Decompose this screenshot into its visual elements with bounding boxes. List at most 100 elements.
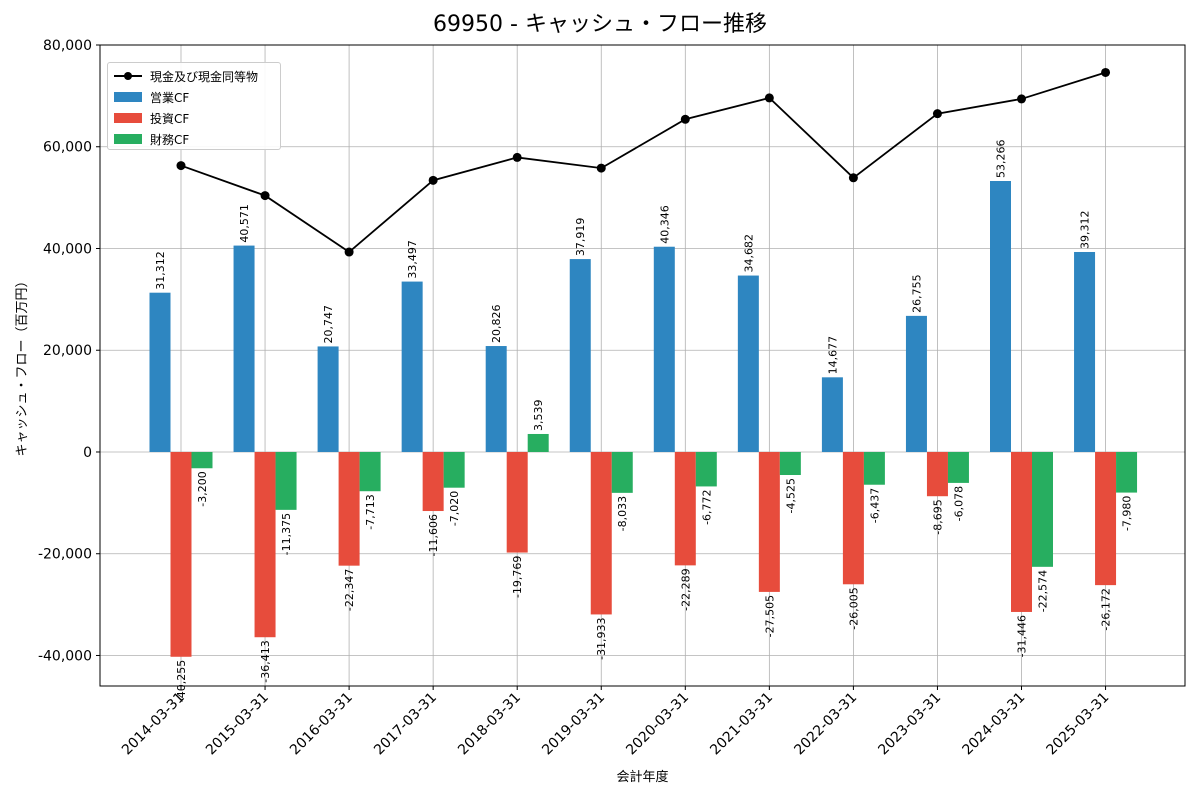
- bar-financing-11: [1116, 451, 1138, 493]
- y-axis-label: キャッシュ・フロー（百万円）: [15, 274, 30, 456]
- data-label-financing-9: -6,078: [952, 486, 965, 521]
- data-label-operating-7: 34,682: [742, 234, 755, 273]
- x-tick-label: 2025-03-31: [1044, 690, 1113, 759]
- data-label-investing-4: -19,769: [511, 556, 524, 598]
- bar-operating-1: [233, 245, 255, 452]
- data-label-operating-9: 26,755: [910, 274, 923, 313]
- data-label-financing-10: -22,574: [1037, 570, 1050, 612]
- x-axis-label: 会計年度: [616, 769, 668, 785]
- bar-investing-7: [758, 451, 780, 592]
- bar-financing-8: [863, 451, 885, 485]
- data-label-operating-0: 31,312: [154, 251, 167, 290]
- legend-label-operating: 営業CF: [150, 90, 190, 105]
- bar-financing-4: [527, 433, 549, 452]
- data-label-investing-8: -26,005: [847, 587, 860, 629]
- y-tick-label: -40,000: [38, 648, 92, 664]
- data-label-investing-6: -22,289: [679, 568, 692, 610]
- data-label-investing-11: -26,172: [1100, 588, 1113, 630]
- x-tick-label: 2021-03-31: [707, 690, 776, 759]
- cash-point-2: [344, 247, 354, 257]
- x-tick-label: 2014-03-31: [119, 690, 188, 759]
- bar-operating-5: [569, 259, 591, 452]
- legend-patch-operating: [114, 92, 142, 102]
- bar-investing-3: [422, 451, 444, 512]
- data-label-investing-9: -8,695: [931, 499, 944, 534]
- data-label-operating-11: 39,312: [1079, 210, 1092, 249]
- cash-point-4: [512, 152, 522, 162]
- cash-point-7: [764, 93, 774, 103]
- data-label-investing-3: -11,606: [427, 514, 440, 556]
- data-label-operating-3: 33,497: [406, 240, 419, 279]
- data-label-financing-5: -8,033: [616, 496, 629, 531]
- bar-financing-1: [275, 451, 297, 510]
- y-tick-label: 40,000: [43, 241, 92, 257]
- bar-financing-5: [611, 451, 633, 493]
- bar-investing-5: [590, 451, 612, 615]
- bar-investing-9: [926, 451, 948, 497]
- plot-frame: [99, 44, 1186, 687]
- data-label-financing-11: -7,980: [1121, 496, 1134, 531]
- legend-label-financing: 財務CF: [150, 132, 190, 147]
- bar-financing-10: [1032, 451, 1053, 567]
- cash-line: [180, 71, 1106, 254]
- data-label-financing-4: 3,539: [532, 399, 545, 431]
- data-label-operating-8: 14,677: [826, 336, 839, 375]
- x-tick-label: 2019-03-31: [539, 690, 608, 759]
- legend-label-cash: 現金及び現金同等物: [150, 69, 259, 84]
- bar-operating-11: [1074, 251, 1096, 452]
- bar-investing-11: [1095, 451, 1117, 586]
- data-label-financing-8: -6,437: [868, 488, 881, 523]
- data-label-operating-5: 37,919: [574, 218, 587, 257]
- data-label-investing-2: -22,347: [343, 569, 356, 611]
- legend-item-investing: 投資CF: [114, 109, 189, 127]
- cash-point-11: [1101, 67, 1111, 77]
- x-tick-label: 2023-03-31: [875, 690, 944, 759]
- data-label-operating-6: 40,346: [658, 205, 671, 244]
- y-tick-label: -20,000: [38, 547, 92, 563]
- legend-item-cash: 現金及び現金同等物: [114, 67, 258, 85]
- bar-operating-8: [821, 377, 843, 452]
- data-label-operating-1: 40,571: [238, 204, 251, 242]
- data-label-investing-1: -36,413: [259, 640, 272, 682]
- bar-investing-2: [338, 451, 360, 566]
- data-label-financing-6: -6,772: [700, 489, 713, 524]
- bar-financing-7: [779, 451, 801, 476]
- data-label-financing-0: -3,200: [196, 471, 209, 506]
- x-tick-label: 2020-03-31: [623, 690, 692, 759]
- bar-operating-0: [149, 292, 171, 452]
- legend-patch-financing: [114, 134, 142, 144]
- bar-operating-3: [401, 281, 423, 452]
- bar-operating-9: [905, 315, 927, 452]
- legend: 現金及び現金同等物 営業CF 投資CF 財務CF: [107, 62, 281, 150]
- x-tick-label: 2015-03-31: [203, 690, 272, 759]
- legend-item-operating: 営業CF: [114, 88, 189, 106]
- bar-financing-3: [443, 451, 465, 488]
- bar-operating-2: [317, 346, 339, 452]
- chart-title: 69950 - キャッシュ・フロー推移: [433, 12, 767, 37]
- bar-operating-7: [737, 275, 759, 452]
- y-tick-label: 20,000: [43, 343, 92, 359]
- legend-line-marker-icon: [114, 67, 142, 85]
- bar-investing-8: [842, 451, 864, 585]
- x-tick-label: 2017-03-31: [371, 690, 440, 759]
- y-tick-label: 0: [83, 445, 92, 461]
- cash-point-9: [932, 109, 942, 119]
- cash-point-5: [596, 163, 606, 173]
- bar-investing-6: [674, 451, 696, 566]
- legend-label-investing: 投資CF: [150, 111, 190, 126]
- bar-financing-2: [359, 451, 381, 492]
- x-tick-label: 2018-03-31: [455, 690, 524, 759]
- data-label-investing-7: -27,505: [763, 595, 776, 637]
- data-label-investing-0: -40,255: [175, 660, 188, 702]
- cash-point-1: [260, 191, 270, 201]
- legend-item-financing: 財務CF: [114, 130, 189, 148]
- bar-operating-10: [990, 181, 1011, 452]
- bar-investing-1: [254, 451, 276, 638]
- bar-investing-4: [506, 451, 528, 553]
- bar-financing-6: [695, 451, 717, 487]
- bar-investing-10: [1011, 451, 1032, 612]
- cash-point-6: [680, 114, 690, 124]
- bar-financing-9: [947, 451, 969, 483]
- data-label-financing-2: -7,713: [364, 494, 377, 529]
